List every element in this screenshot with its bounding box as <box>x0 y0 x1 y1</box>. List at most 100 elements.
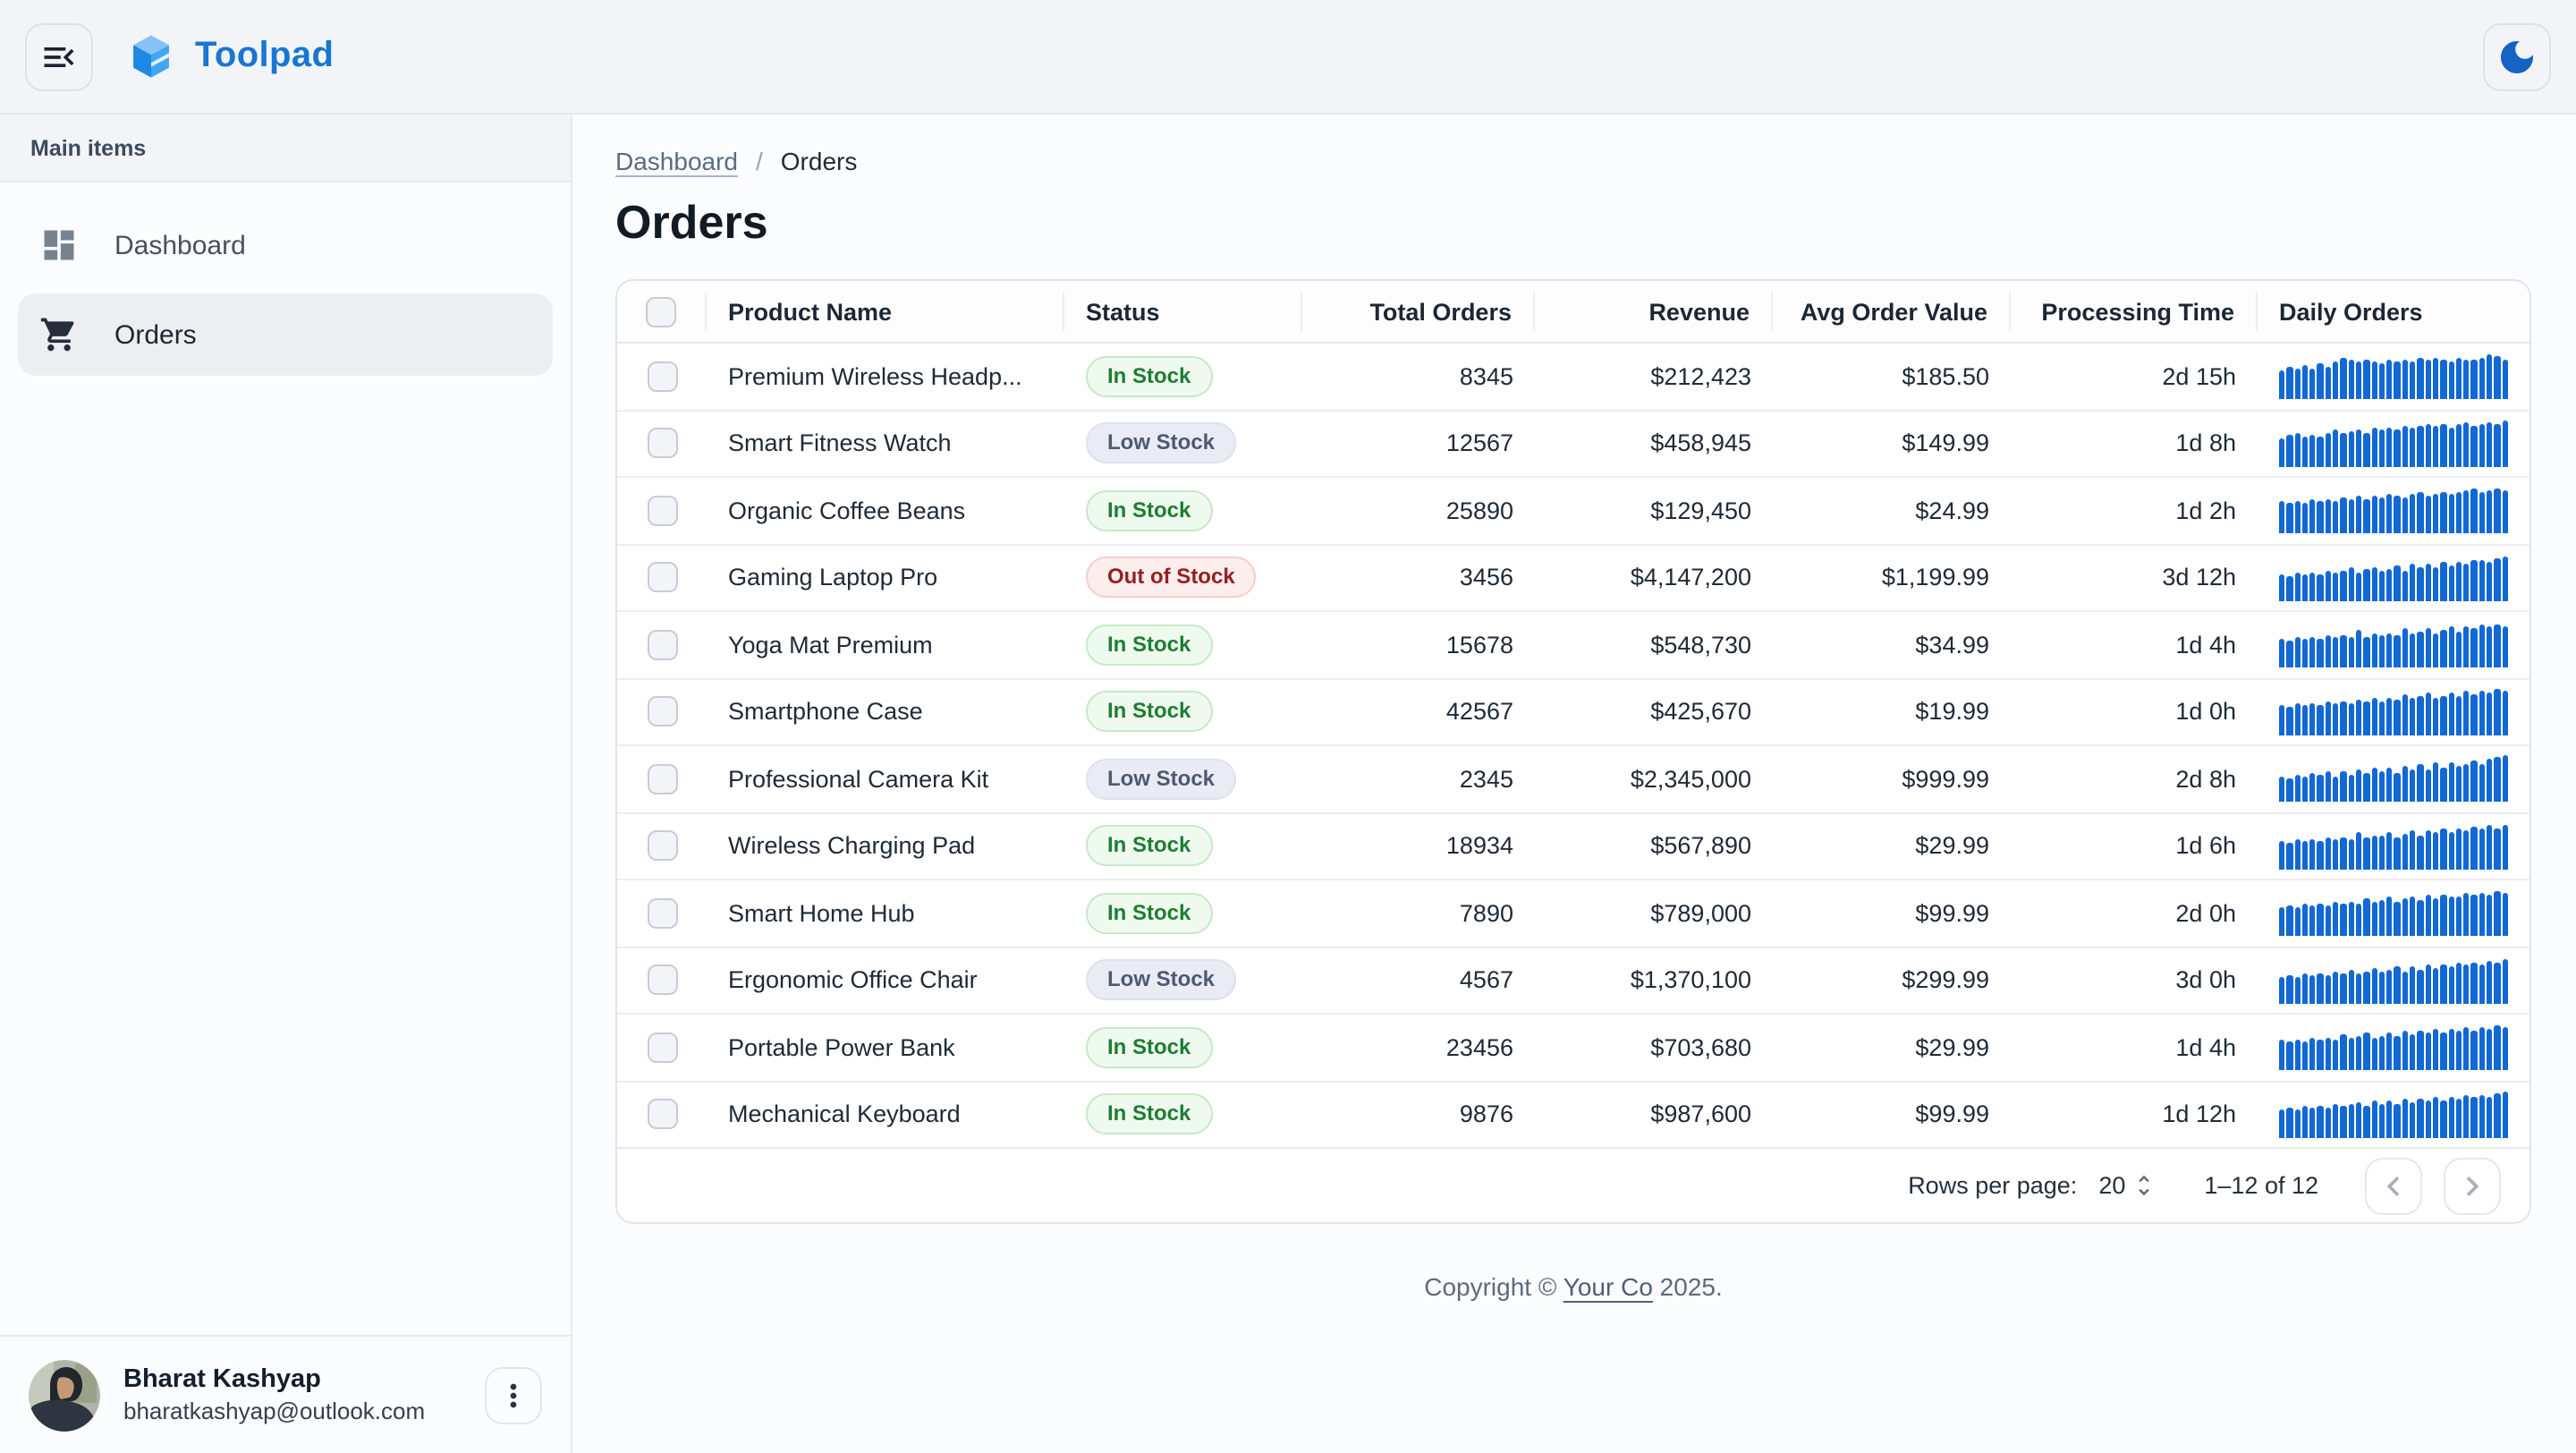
sparkline-bar <box>2317 638 2324 668</box>
sparkline-bar <box>2386 427 2393 467</box>
previous-page-button[interactable] <box>2365 1157 2422 1214</box>
row-checkbox[interactable] <box>647 964 677 996</box>
sparkline-bar <box>2333 703 2339 735</box>
rows-per-page-select[interactable]: 20 <box>2098 1172 2157 1199</box>
table-row[interactable]: Yoga Mat Premium In Stock 15678 $548,730 $34… <box>617 612 2529 679</box>
sparkline-bar <box>2286 366 2293 400</box>
copyright-company-link[interactable]: Your Co <box>1563 1272 1653 1301</box>
breadcrumb-separator: / <box>756 147 763 175</box>
sparkline-bar <box>2463 1027 2470 1071</box>
cell-revenue: $1,370,100 <box>1630 966 1751 994</box>
sparkline-bar <box>2494 828 2501 870</box>
sparkline-bar <box>2448 565 2454 601</box>
sparkline-bar <box>2440 562 2447 601</box>
cell-daily-orders <box>2258 488 2529 534</box>
sparkline-bar <box>2301 973 2309 1004</box>
sparkline-bar <box>2355 630 2362 668</box>
column-header-total-orders[interactable]: Total Orders <box>1302 292 1535 331</box>
sparkline-bar <box>2340 837 2347 870</box>
sparkline-bar <box>2286 640 2293 668</box>
row-checkbox[interactable] <box>647 1032 677 1063</box>
select-all-checkbox[interactable] <box>646 296 676 327</box>
table-row[interactable]: Wireless Charging Pad In Stock 18934 $567,8… <box>617 813 2529 880</box>
table-row[interactable]: Smartphone Case In Stock 42567 $425,670 $19.… <box>617 679 2529 746</box>
sparkline-bar <box>2294 907 2301 937</box>
row-checkbox[interactable] <box>647 1099 677 1130</box>
row-checkbox[interactable] <box>647 763 677 794</box>
table-row[interactable]: Premium Wireless Headp... In Stock 8345 $21… <box>617 344 2529 411</box>
sparkline-bar <box>2309 1038 2316 1071</box>
table-row[interactable]: Gaming Laptop Pro Out of Stock 3456 $4,147,… <box>617 545 2529 612</box>
sparkline-bar <box>2348 636 2354 668</box>
sparkline-bar <box>2417 836 2424 870</box>
sparkline-bar <box>2279 370 2285 400</box>
column-header-daily-orders[interactable]: Daily Orders <box>2279 298 2423 325</box>
sparkline-bar <box>2355 496 2362 534</box>
sparkline-bar <box>2286 1107 2293 1138</box>
orders-table: Product Name Status Total Orders Revenue Avg… <box>615 279 2531 1224</box>
status-badge: In Stock <box>1086 892 1213 934</box>
breadcrumb-link-dashboard[interactable]: Dashboard <box>615 147 738 175</box>
sparkline-bar <box>2487 1029 2493 1071</box>
sparkline-bar <box>2371 902 2377 937</box>
row-checkbox[interactable] <box>647 428 677 459</box>
cell-processing-time: 1d 0h <box>2175 698 2236 726</box>
menu-toggle-button[interactable] <box>25 22 93 90</box>
cell-revenue: $548,730 <box>1650 631 1751 659</box>
cell-product-name: Ergonomic Office Chair <box>728 966 978 994</box>
breadcrumb: Dashboard / Orders <box>615 147 2531 175</box>
brand[interactable]: Toolpad <box>125 30 334 82</box>
table-body: Premium Wireless Headp... In Stock 8345 $21… <box>617 344 2529 1149</box>
sparkline-bar <box>2502 556 2508 601</box>
column-header-revenue[interactable]: Revenue <box>1535 292 1773 331</box>
sparkline-bar <box>2294 573 2301 601</box>
theme-toggle-button[interactable] <box>2483 22 2551 90</box>
row-checkbox[interactable] <box>647 629 677 660</box>
sparkline-bar <box>2455 1099 2462 1138</box>
cell-processing-time: 2d 15h <box>2162 362 2236 390</box>
table-row[interactable]: Smart Home Hub In Stock 7890 $789,000 $99.99… <box>617 880 2529 947</box>
sidebar-item-label: Orders <box>114 319 197 350</box>
sparkline-bar <box>2463 1095 2470 1138</box>
row-checkbox[interactable] <box>647 495 677 526</box>
row-checkbox[interactable] <box>647 562 677 593</box>
cell-daily-orders <box>2258 1091 2529 1138</box>
sparkline-bar <box>2333 500 2339 534</box>
sparkline-bar <box>2455 424 2462 467</box>
sparkline-bar <box>2348 360 2354 400</box>
user-menu-button[interactable] <box>485 1366 542 1423</box>
brand-title: Toolpad <box>195 36 335 75</box>
sidebar-item-orders[interactable]: Orders <box>18 293 553 376</box>
daily-orders-sparkline <box>2279 1024 2508 1071</box>
table-row[interactable]: Smart Fitness Watch Low Stock 12567 $458,94… <box>617 411 2529 478</box>
row-checkbox[interactable] <box>647 696 677 727</box>
sparkline-bar <box>2448 494 2454 534</box>
sparkline-bar <box>2502 489 2508 534</box>
sparkline-bar <box>2470 694 2478 735</box>
table-row[interactable]: Mechanical Keyboard In Stock 9876 $987,600 $… <box>617 1082 2529 1149</box>
sparkline-bar <box>2371 495 2377 534</box>
table-row[interactable]: Organic Coffee Beans In Stock 25890 $129,45… <box>617 478 2529 545</box>
cell-avg-order-value: $24.99 <box>1915 497 1989 524</box>
sidebar-item-dashboard[interactable]: Dashboard <box>18 204 553 286</box>
sparkline-bar <box>2363 701 2370 735</box>
sparkline-bar <box>2317 362 2324 400</box>
column-header-product-name[interactable]: Product Name <box>707 292 1064 331</box>
row-checkbox[interactable] <box>647 830 677 862</box>
table-row[interactable]: Ergonomic Office Chair Low Stock 4567 $1,37… <box>617 947 2529 1015</box>
column-header-status[interactable]: Status <box>1064 292 1302 331</box>
sparkline-bar <box>2333 637 2339 668</box>
row-checkbox[interactable] <box>647 897 677 929</box>
row-checkbox[interactable] <box>647 361 677 392</box>
sparkline-bar <box>2317 501 2324 534</box>
sparkline-bar <box>2309 905 2316 937</box>
table-row[interactable]: Portable Power Bank In Stock 23456 $703,680… <box>617 1015 2529 1082</box>
sparkline-bar <box>2294 1039 2301 1071</box>
sparkline-bar <box>2340 904 2347 937</box>
column-header-avg-order-value[interactable]: Avg Order Value <box>1773 292 2011 331</box>
cell-daily-orders <box>2258 755 2529 803</box>
sparkline-bar <box>2378 571 2385 601</box>
next-page-button[interactable] <box>2444 1157 2501 1214</box>
table-row[interactable]: Professional Camera Kit Low Stock 2345 $2,3… <box>617 746 2529 813</box>
column-header-processing-time[interactable]: Processing Time <box>2011 292 2258 331</box>
